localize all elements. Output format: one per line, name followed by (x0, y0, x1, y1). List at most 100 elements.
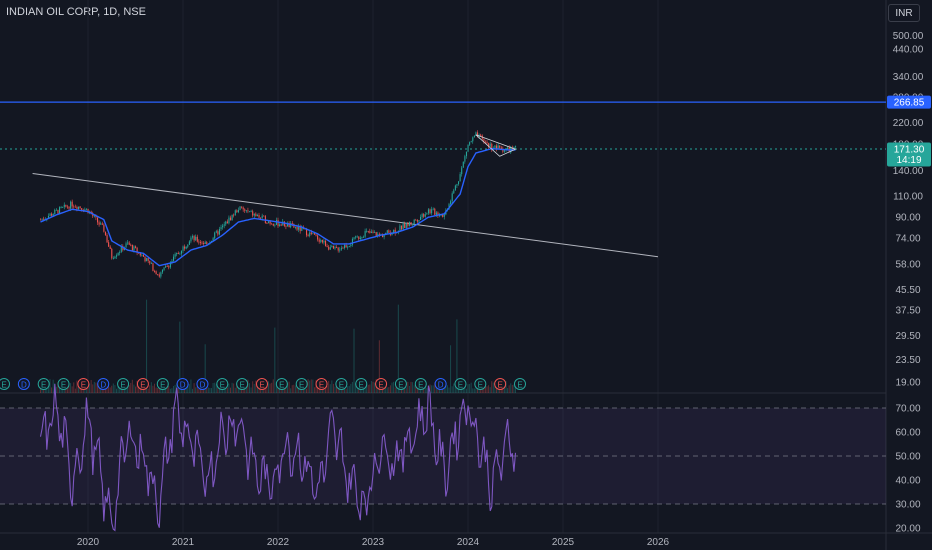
volume-bar (168, 385, 170, 393)
earnings-marker[interactable]: E (57, 378, 70, 390)
dividend-marker[interactable]: D (176, 378, 189, 390)
earnings-marker[interactable]: E (156, 378, 169, 390)
volume-bar (212, 382, 214, 393)
volume-bar (431, 385, 433, 393)
earnings-marker[interactable]: E (136, 378, 149, 390)
candle-body (176, 253, 178, 255)
triangle-pattern[interactable] (475, 134, 517, 157)
volume-bar (288, 381, 290, 393)
volume-bar (423, 386, 425, 393)
earnings-marker[interactable]: E (275, 378, 288, 390)
candle-body (98, 222, 100, 225)
candle-body (249, 211, 251, 213)
candle-body (218, 229, 221, 235)
candle-body (364, 231, 366, 237)
candle-body (215, 231, 217, 233)
price-axis[interactable]: 500.00440.00340.00280.00220.00180.00140.… (893, 31, 924, 388)
candle-body (163, 267, 165, 270)
earnings-marker[interactable]: E (117, 378, 130, 390)
candle-body (242, 207, 244, 210)
volume-bar (204, 344, 206, 393)
volume-bar (469, 383, 471, 393)
earnings-marker[interactable]: E (256, 378, 268, 390)
volume-bar (492, 382, 494, 393)
candle-body (165, 266, 167, 268)
earnings-marker[interactable]: E (0, 378, 10, 390)
earnings-marker[interactable]: E (454, 378, 467, 390)
earnings-marker[interactable]: E (295, 378, 308, 390)
volume-bar (95, 382, 97, 393)
candle-body (358, 236, 360, 240)
earnings-marker[interactable]: E (355, 378, 368, 390)
candle-body (68, 206, 70, 209)
volume-bar (393, 381, 395, 393)
volume-bar (109, 387, 111, 393)
earnings-marker[interactable]: E (216, 378, 229, 390)
candle-body (323, 240, 325, 243)
rsi-tick-label: 60.00 (895, 428, 920, 439)
candle-body (274, 224, 276, 226)
price-tick-label: 220.00 (893, 118, 924, 129)
earnings-marker[interactable]: E (394, 378, 407, 390)
volume-bar (116, 388, 117, 393)
price-tick-label: 500.00 (893, 31, 924, 42)
svg-text:E: E (61, 381, 66, 390)
svg-text:E: E (378, 381, 383, 390)
dividend-marker[interactable]: D (196, 378, 209, 390)
volume-bar (451, 386, 453, 393)
dividend-marker[interactable]: D (434, 378, 447, 390)
earnings-marker[interactable]: E (375, 378, 388, 390)
candle-body (470, 141, 472, 143)
candle-body (187, 244, 189, 247)
currency-button[interactable]: INR (888, 4, 920, 22)
earnings-marker[interactable]: E (494, 378, 507, 390)
volume-bar (465, 388, 467, 393)
candle-body (383, 234, 385, 238)
candle-body (453, 190, 455, 194)
candle-body (100, 223, 102, 225)
candle-body (424, 214, 426, 217)
earnings-marker[interactable]: E (335, 378, 348, 390)
candle-body (152, 263, 154, 272)
rsi-axis[interactable]: 70.00 60.00 50.00 40.00 30.00 20.00 (895, 404, 920, 535)
volume-bar (190, 379, 192, 393)
candle-body (450, 201, 452, 205)
earnings-marker[interactable]: E (37, 378, 50, 390)
candle-body (326, 246, 328, 248)
earnings-marker[interactable]: E (474, 378, 487, 390)
volume-bar (456, 319, 458, 393)
volume-bar (174, 384, 176, 393)
candle-body (180, 250, 183, 254)
candle-body (255, 213, 257, 217)
earnings-marker[interactable]: E (236, 378, 249, 390)
volume-bar (242, 387, 244, 393)
candle-body (139, 252, 141, 256)
volume-bar (97, 383, 98, 393)
earnings-marker[interactable]: E (315, 378, 328, 390)
price-tick-label: 74.00 (895, 233, 920, 244)
volume-bar (231, 382, 233, 393)
candle-body (477, 132, 479, 137)
time-axis[interactable]: 2020 2021 2022 2023 2024 2025 2026 (77, 537, 670, 548)
volume-bar (491, 381, 493, 393)
candle-body (386, 230, 388, 233)
volume-bar (410, 381, 412, 393)
moving-average-line (40, 147, 516, 267)
dividend-marker[interactable]: D (97, 378, 110, 390)
earnings-marker[interactable]: E (414, 378, 427, 390)
volume-bar (391, 382, 393, 393)
candle-body (291, 223, 293, 225)
candle-body (146, 258, 148, 262)
svg-text:E: E (259, 381, 264, 390)
dividend-marker[interactable]: D (17, 378, 30, 390)
candle-body (312, 233, 314, 235)
svg-text:E: E (239, 381, 244, 390)
volume-bar (141, 388, 143, 393)
candle-body (374, 232, 376, 233)
earnings-marker[interactable]: E (77, 378, 90, 390)
volume-bar (263, 388, 265, 393)
candle-body (47, 215, 50, 219)
trendline[interactable] (32, 173, 659, 258)
earnings-marker[interactable]: E (514, 378, 526, 390)
